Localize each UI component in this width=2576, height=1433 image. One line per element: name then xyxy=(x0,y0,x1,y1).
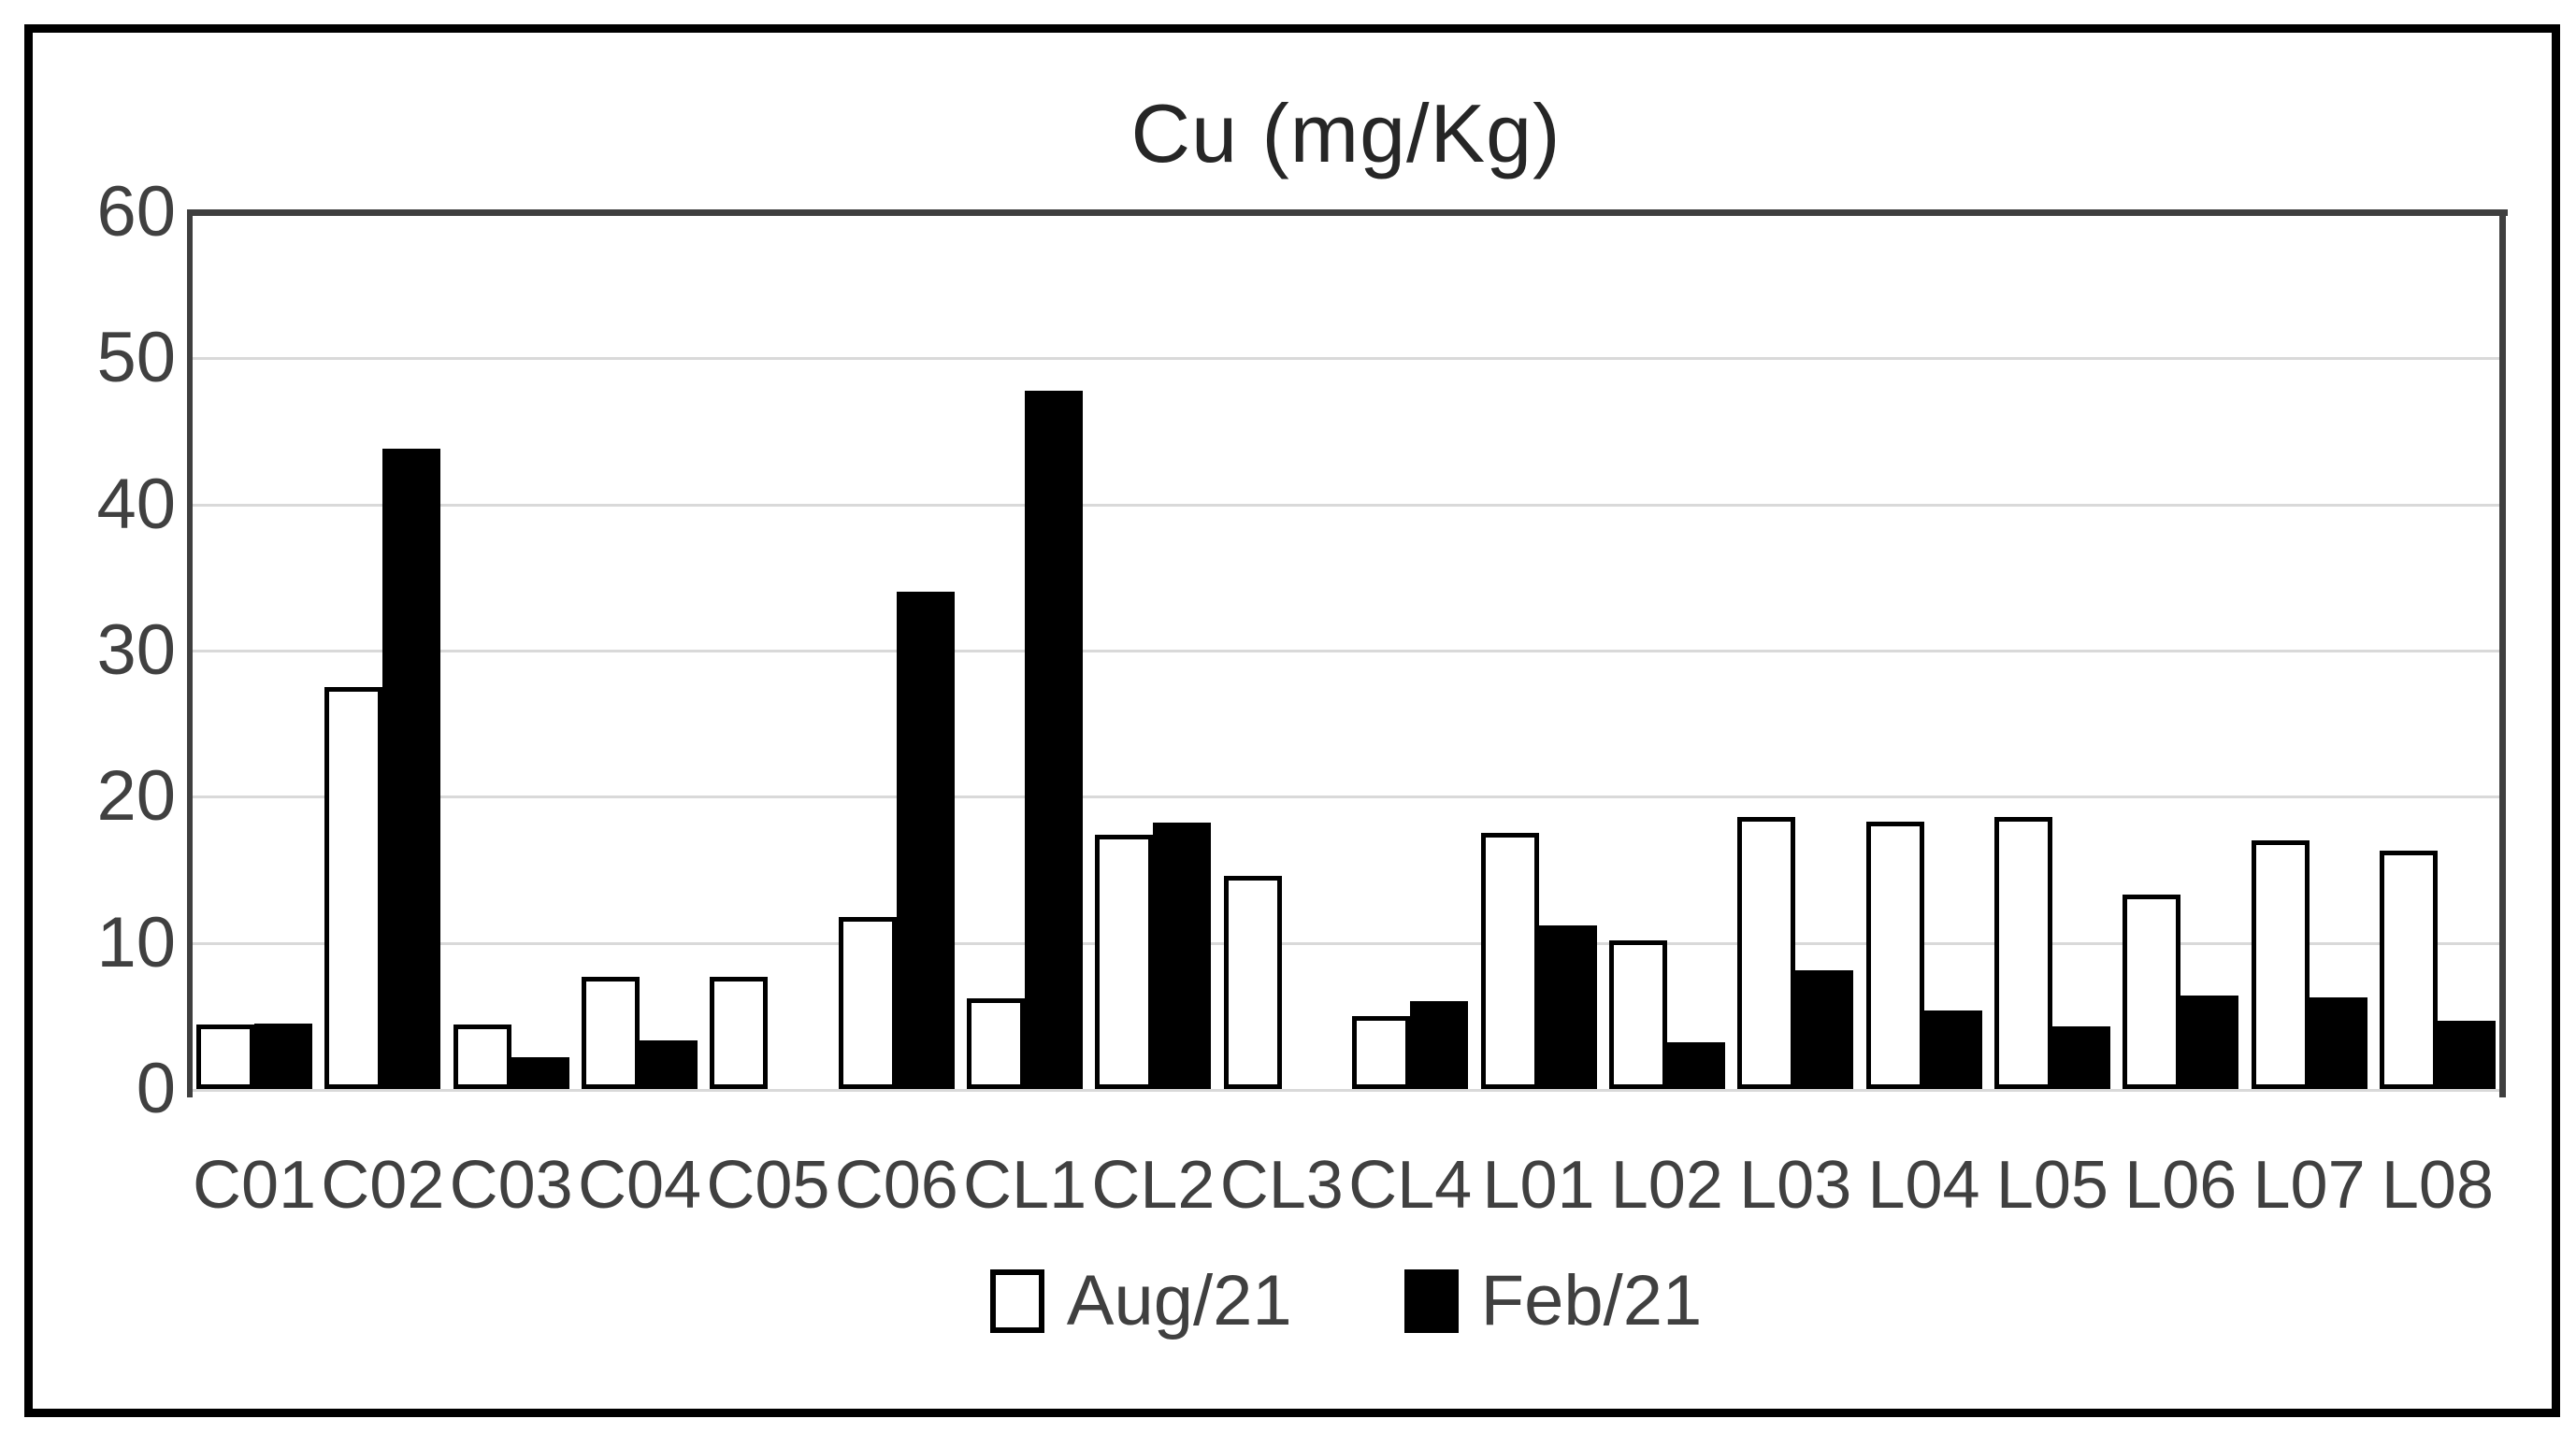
bar-aug21-CL3 xyxy=(1223,875,1282,1089)
y-tick-label-40: 40 xyxy=(96,464,176,544)
x-tick-label-C01: C01 xyxy=(192,1148,317,1223)
legend-item-aug21: Aug/21 xyxy=(989,1261,1292,1340)
x-tick-label-C05: C05 xyxy=(706,1148,830,1223)
bar-feb21-L01 xyxy=(1538,924,1597,1089)
bar-feb21-L05 xyxy=(2051,1025,2110,1089)
outer-border xyxy=(24,24,2560,1417)
legend-swatch-aug21-icon xyxy=(989,1269,1044,1333)
bar-feb21-C06 xyxy=(896,592,955,1089)
x-tick-label-CL3: CL3 xyxy=(1219,1148,1344,1223)
bar-aug21-L01 xyxy=(1480,833,1539,1089)
bar-feb21-CL2 xyxy=(1153,823,1212,1089)
gridline-20 xyxy=(193,795,2499,799)
bar-aug21-C04 xyxy=(582,976,640,1089)
bar-aug21-CL2 xyxy=(1095,834,1154,1089)
bar-feb21-C01 xyxy=(254,1023,312,1089)
x-tick-label-L03: L03 xyxy=(1739,1148,1852,1223)
y-tick-label-0: 0 xyxy=(136,1049,176,1128)
bar-feb21-L02 xyxy=(1666,1041,1725,1089)
gridline-30 xyxy=(193,650,2499,652)
legend: Aug/21 Feb/21 xyxy=(190,1264,2502,1339)
legend-swatch-feb21-icon xyxy=(1403,1269,1459,1333)
bar-feb21-L04 xyxy=(1923,1010,1982,1089)
y-tick-label-20: 20 xyxy=(96,756,176,837)
y-axis-line xyxy=(187,209,193,1097)
bar-aug21-L07 xyxy=(2251,840,2310,1089)
bar-aug21-L04 xyxy=(1865,821,1924,1089)
plot-border-right xyxy=(2499,209,2506,1097)
bar-aug21-L06 xyxy=(2123,895,2181,1089)
plot-border-top xyxy=(187,209,2508,216)
x-tick-label-L08: L08 xyxy=(2381,1148,2494,1223)
x-tick-label-L07: L07 xyxy=(2252,1148,2366,1223)
bar-aug21-C01 xyxy=(196,1025,254,1089)
bar-aug21-C03 xyxy=(453,1025,511,1089)
legend-label-feb21: Feb/21 xyxy=(1480,1261,1703,1340)
gridline-40 xyxy=(193,503,2499,507)
y-tick-label-10: 10 xyxy=(96,902,176,982)
bar-aug21-L08 xyxy=(2379,851,2438,1089)
bar-feb21-L06 xyxy=(2180,995,2239,1089)
x-tick-label-CL1: CL1 xyxy=(963,1148,1087,1223)
chart-title: Cu (mg/Kg) xyxy=(1130,87,1561,179)
bar-feb21-L03 xyxy=(1795,970,1854,1089)
bar-feb21-L07 xyxy=(2309,996,2367,1089)
x-tick-label-C02: C02 xyxy=(321,1148,445,1223)
y-tick-label-30: 30 xyxy=(96,610,176,690)
bar-aug21-L03 xyxy=(1737,817,1796,1089)
y-tick-label-60: 60 xyxy=(96,172,176,251)
legend-label-aug21: Aug/21 xyxy=(1066,1261,1292,1340)
legend-item-feb21: Feb/21 xyxy=(1403,1261,1703,1340)
bar-aug21-CL1 xyxy=(967,998,1026,1089)
gridline-50 xyxy=(193,357,2499,361)
x-tick-label-C04: C04 xyxy=(578,1148,702,1223)
x-tick-label-L02: L02 xyxy=(1610,1148,1723,1223)
bar-feb21-CL4 xyxy=(1410,1001,1469,1089)
x-axis-baseline xyxy=(193,1089,2499,1092)
gridline-10 xyxy=(193,941,2499,945)
y-tick-label-50: 50 xyxy=(96,318,176,398)
bar-feb21-CL1 xyxy=(1025,390,1084,1089)
x-tick-label-L04: L04 xyxy=(1867,1148,1980,1223)
bar-feb21-L08 xyxy=(2437,1020,2496,1089)
x-tick-label-C03: C03 xyxy=(449,1148,573,1223)
bar-feb21-C02 xyxy=(382,449,441,1089)
bar-aug21-L02 xyxy=(1608,939,1667,1089)
bar-aug21-L05 xyxy=(1993,817,2052,1089)
x-tick-label-L01: L01 xyxy=(1482,1148,1595,1223)
x-tick-label-L06: L06 xyxy=(2124,1148,2238,1223)
x-tick-label-CL2: CL2 xyxy=(1091,1148,1216,1223)
bar-aug21-C05 xyxy=(710,976,769,1089)
x-tick-label-CL4: CL4 xyxy=(1348,1148,1473,1223)
bar-aug21-C02 xyxy=(324,687,383,1089)
bar-feb21-C03 xyxy=(511,1056,569,1089)
bar-aug21-C06 xyxy=(838,916,897,1089)
x-tick-label-L05: L05 xyxy=(1995,1148,2108,1223)
x-tick-label-C06: C06 xyxy=(834,1148,958,1223)
bar-feb21-C04 xyxy=(640,1040,698,1089)
bar-aug21-CL4 xyxy=(1352,1015,1411,1089)
